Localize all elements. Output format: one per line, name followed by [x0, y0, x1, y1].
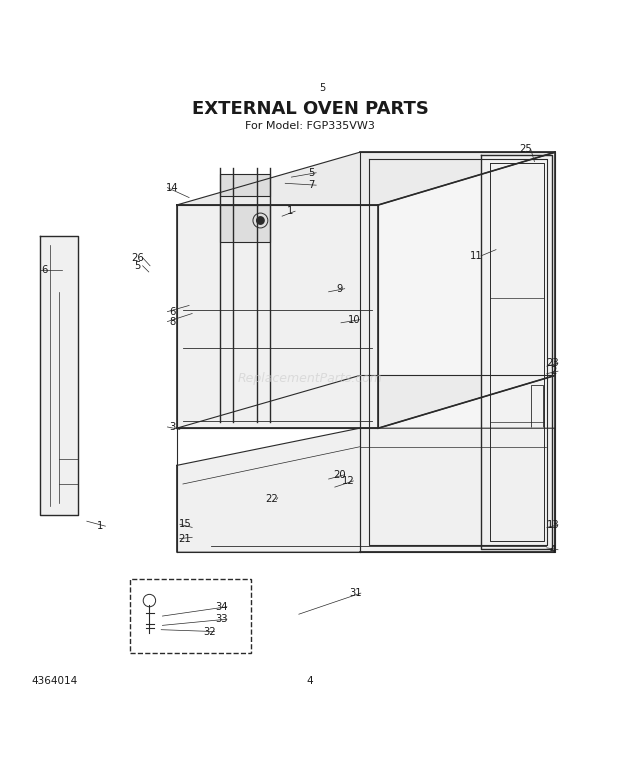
Bar: [220, 174, 270, 196]
Text: 6: 6: [42, 265, 48, 275]
Bar: [531, 385, 542, 429]
Text: 1: 1: [97, 521, 104, 531]
Polygon shape: [177, 375, 555, 429]
Text: 4: 4: [307, 676, 313, 686]
Text: 12: 12: [342, 476, 355, 486]
Text: EXTERNAL OVEN PARTS: EXTERNAL OVEN PARTS: [192, 100, 428, 118]
FancyBboxPatch shape: [130, 579, 251, 653]
Text: 22: 22: [265, 494, 278, 504]
Polygon shape: [40, 236, 78, 515]
Text: 5: 5: [135, 260, 141, 271]
Text: 7: 7: [308, 180, 314, 190]
Text: 13: 13: [547, 520, 559, 530]
Text: 25: 25: [520, 144, 532, 154]
Text: 32: 32: [203, 626, 216, 637]
Text: 15: 15: [179, 519, 191, 529]
Text: 11: 11: [470, 251, 482, 261]
Text: 8: 8: [169, 317, 175, 327]
Text: 6: 6: [169, 307, 175, 317]
Text: 31: 31: [350, 588, 362, 598]
Text: 23: 23: [547, 358, 559, 368]
Text: 33: 33: [216, 614, 228, 624]
Text: 2: 2: [550, 366, 556, 376]
Bar: [220, 205, 270, 242]
Polygon shape: [360, 152, 555, 552]
Polygon shape: [480, 156, 552, 549]
Text: 21: 21: [179, 533, 191, 543]
Text: 14: 14: [166, 183, 179, 192]
Text: 9: 9: [337, 284, 343, 294]
Text: For Model: FGP335VW3: For Model: FGP335VW3: [245, 120, 375, 131]
Text: 5: 5: [308, 168, 314, 178]
Text: 10: 10: [348, 314, 361, 325]
Text: 3: 3: [169, 422, 175, 432]
Text: 20: 20: [334, 470, 346, 479]
Polygon shape: [177, 429, 555, 552]
Text: 4: 4: [550, 545, 556, 554]
Text: 34: 34: [216, 602, 228, 612]
Text: 5: 5: [319, 84, 326, 93]
Polygon shape: [177, 205, 378, 429]
Text: 4364014: 4364014: [31, 676, 78, 686]
Text: 26: 26: [131, 253, 144, 263]
Text: 1: 1: [287, 206, 293, 216]
Polygon shape: [177, 152, 555, 205]
Text: ReplacementParts.com: ReplacementParts.com: [237, 372, 383, 385]
Circle shape: [257, 217, 264, 224]
